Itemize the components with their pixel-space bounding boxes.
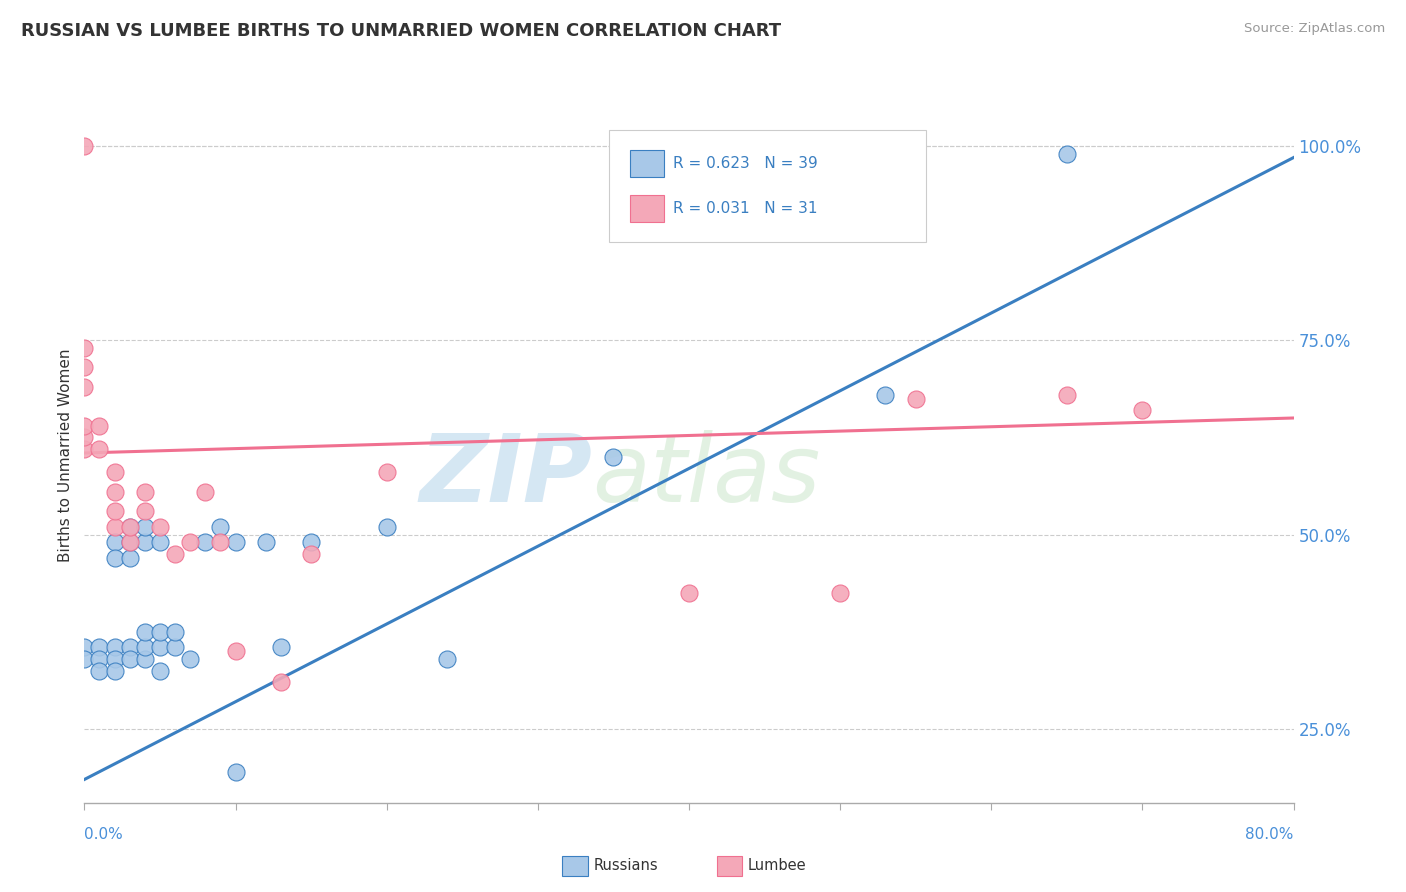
Point [118, 550, 141, 565]
Point [134, 624, 156, 639]
Point [89, 652, 111, 666]
Point [225, 535, 247, 549]
Point [149, 624, 172, 639]
Point [118, 640, 141, 655]
Point [270, 675, 292, 690]
Point [225, 764, 247, 779]
Point [299, 547, 322, 561]
Point [89, 442, 111, 456]
Point [375, 466, 398, 480]
Text: 0.0%: 0.0% [84, 827, 124, 841]
Point [149, 640, 172, 655]
Point [118, 535, 141, 549]
Point [89, 664, 111, 678]
Point [73, 360, 96, 375]
Text: Source: ZipAtlas.com: Source: ZipAtlas.com [1244, 22, 1385, 36]
Point [149, 664, 172, 678]
Point [209, 535, 232, 549]
Point [73, 341, 96, 355]
Point [73, 418, 96, 433]
Point [194, 535, 217, 549]
Point [270, 640, 292, 655]
Point [436, 652, 458, 666]
Point [104, 640, 127, 655]
Point [118, 535, 141, 549]
Point [73, 640, 96, 655]
Point [299, 535, 322, 549]
Text: RUSSIAN VS LUMBEE BIRTHS TO UNMARRIED WOMEN CORRELATION CHART: RUSSIAN VS LUMBEE BIRTHS TO UNMARRIED WO… [21, 22, 782, 40]
Point [134, 535, 156, 549]
Point [225, 644, 247, 658]
Point [179, 652, 201, 666]
Point [179, 535, 201, 549]
Text: Russians: Russians [593, 858, 658, 872]
Text: R = 0.623   N = 39: R = 0.623 N = 39 [672, 156, 817, 171]
Point [1056, 387, 1078, 401]
Point [875, 387, 897, 401]
Point [104, 652, 127, 666]
Text: Lumbee: Lumbee [748, 858, 807, 872]
Point [134, 640, 156, 655]
Point [134, 652, 156, 666]
Point [104, 484, 127, 499]
Text: ZIP: ZIP [419, 430, 592, 522]
Point [73, 139, 96, 153]
Point [104, 550, 127, 565]
Point [194, 484, 217, 499]
Point [1056, 146, 1078, 161]
Point [830, 586, 852, 600]
Point [104, 466, 127, 480]
Point [375, 520, 398, 534]
Point [134, 504, 156, 518]
Text: atlas: atlas [592, 430, 821, 521]
Point [89, 418, 111, 433]
Point [904, 392, 927, 406]
Point [73, 380, 96, 394]
Point [209, 520, 232, 534]
Point [602, 450, 624, 464]
Point [104, 504, 127, 518]
Point [163, 547, 186, 561]
Point [163, 640, 186, 655]
Point [89, 640, 111, 655]
Point [73, 652, 96, 666]
Point [118, 520, 141, 534]
Point [149, 535, 172, 549]
Point [149, 520, 172, 534]
Text: 80.0%: 80.0% [1246, 827, 1294, 841]
Point [104, 535, 127, 549]
Point [118, 520, 141, 534]
Text: R = 0.031   N = 31: R = 0.031 N = 31 [672, 202, 817, 216]
Point [73, 430, 96, 444]
Point [254, 535, 277, 549]
Point [134, 520, 156, 534]
Point [163, 624, 186, 639]
Point [134, 484, 156, 499]
Point [1130, 403, 1153, 417]
Point [73, 442, 96, 456]
Y-axis label: Births to Unmarried Women: Births to Unmarried Women [58, 348, 73, 562]
Point [118, 652, 141, 666]
Point [104, 664, 127, 678]
Point [104, 520, 127, 534]
Point [678, 586, 700, 600]
